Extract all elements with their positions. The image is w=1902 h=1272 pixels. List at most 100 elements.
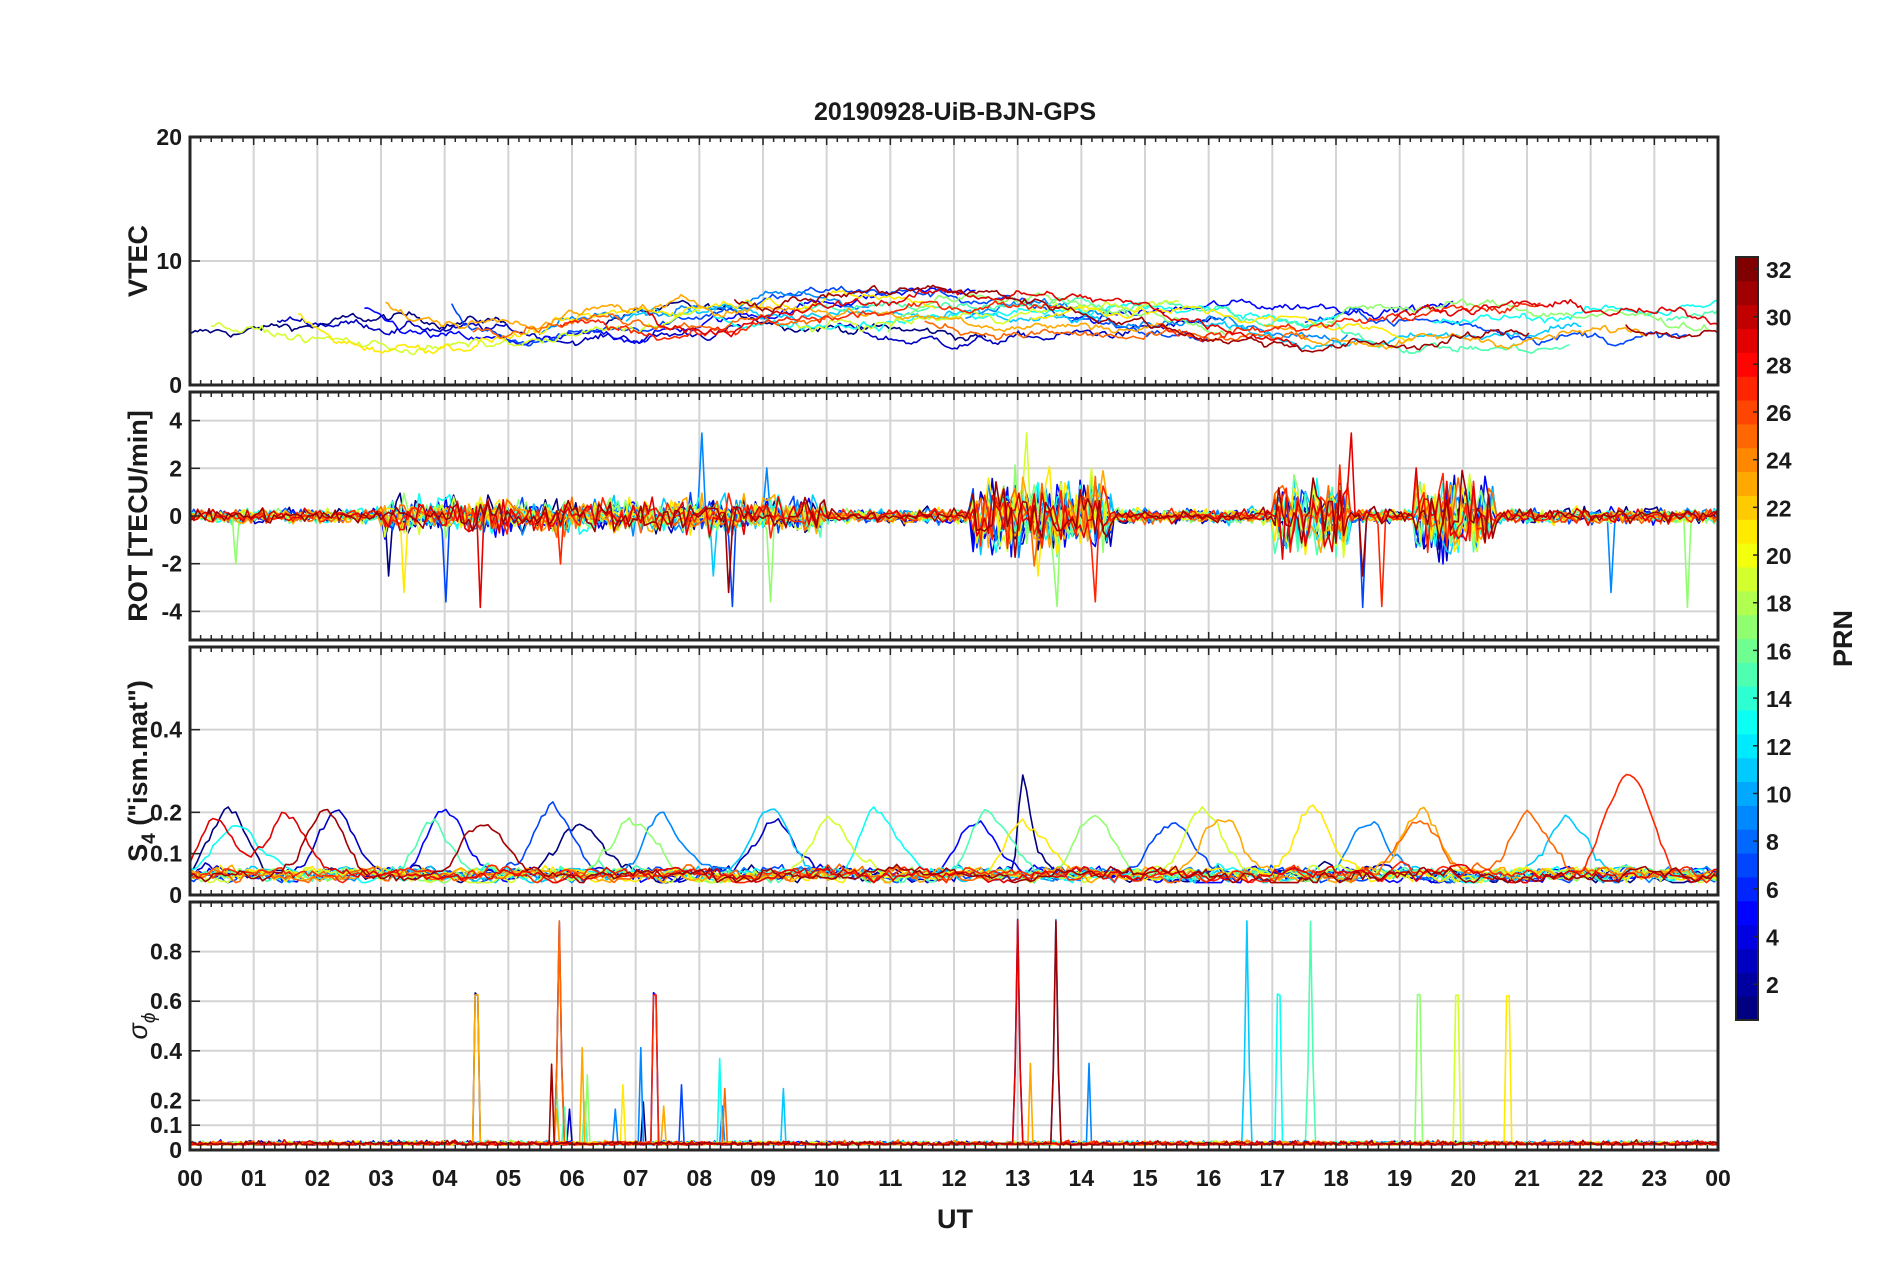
colorbar-step xyxy=(1736,352,1758,377)
x-tick-label: 19 xyxy=(1387,1165,1413,1191)
series-line xyxy=(190,811,1718,884)
series-line xyxy=(1432,299,1718,325)
series-line xyxy=(1158,302,1541,343)
y-tick-label: 0.8 xyxy=(150,939,182,965)
series-line xyxy=(385,293,1168,334)
x-tick-labels: 00 01 02 03 04 05 06 07 08 09 10 11 12 13 14 15 16 17 18 19… xyxy=(177,1165,1731,1191)
y-axis-label-sub: ϕ xyxy=(139,1013,160,1024)
series-traces xyxy=(190,432,1718,609)
series-line xyxy=(190,475,1718,567)
y-tick-label: 0.4 xyxy=(150,717,182,743)
colorbar-step xyxy=(1736,733,1758,759)
series-line xyxy=(298,289,936,355)
colorbar-tick-label: 32 xyxy=(1766,257,1792,283)
series-line xyxy=(210,309,701,356)
x-tick-label: 17 xyxy=(1260,1165,1286,1191)
colorbar-step xyxy=(1736,495,1758,520)
colorbar-step xyxy=(1736,614,1758,639)
colorbar-step xyxy=(1736,519,1758,544)
series-line xyxy=(190,808,1718,884)
x-tick-label: 09 xyxy=(750,1165,776,1191)
panel-1: 0 10 20 VTEC xyxy=(123,124,1720,398)
chart-title: 20190928-UiB-BJN-GPS xyxy=(814,98,1096,126)
colorbar-step xyxy=(1736,423,1758,449)
y-tick-label: 0 xyxy=(169,372,182,398)
series-line xyxy=(887,292,1232,335)
series-line xyxy=(1391,298,1718,326)
x-tick-label: 20 xyxy=(1451,1165,1477,1191)
series-line xyxy=(1625,324,1718,340)
x-ticks xyxy=(199,137,1709,385)
colorbar-step xyxy=(1736,686,1758,711)
colorbar-step xyxy=(1736,471,1758,496)
x-axis-label: UT xyxy=(937,1204,973,1234)
y-axis-label-rest: ("ism.mat") xyxy=(123,680,153,833)
colorbar-tick-label: 28 xyxy=(1766,352,1792,378)
colorbar-tick-label: 26 xyxy=(1766,400,1792,426)
colorbar-tick-label: 6 xyxy=(1766,877,1779,903)
x-ticks xyxy=(199,902,1709,1150)
x-tick-label: 22 xyxy=(1578,1165,1604,1191)
series-line xyxy=(733,284,1530,353)
series-line xyxy=(603,299,987,342)
colorbar-step xyxy=(1736,996,1758,1021)
colorbar-step xyxy=(1736,400,1758,425)
grid xyxy=(190,647,1718,895)
colorbar-tick-label: 18 xyxy=(1766,591,1792,617)
colorbar-step xyxy=(1736,829,1758,854)
colorbar-step xyxy=(1736,924,1758,949)
y-tick-label: 0.1 xyxy=(150,1112,182,1138)
series-line xyxy=(924,320,1308,342)
colorbar-step xyxy=(1736,972,1758,997)
panel-3: 00.10.20.4S4 ("ism.mat") xyxy=(123,645,1720,908)
y-axis-label-sub: 4 xyxy=(139,833,160,844)
x-tick-label: 10 xyxy=(814,1165,840,1191)
colorbar-tick-label: 30 xyxy=(1766,305,1792,331)
y-tick-label: 0 xyxy=(169,503,182,529)
x-tick-label: 04 xyxy=(432,1165,458,1191)
colorbar-frame xyxy=(1735,256,1759,1021)
colorbar-step xyxy=(1736,328,1758,353)
y-tick-label: -4 xyxy=(162,598,183,624)
colorbar-tick-label: 12 xyxy=(1766,734,1792,760)
colorbar-step xyxy=(1736,757,1758,783)
y-axis-label: ROT [TECU/min] xyxy=(123,410,153,621)
series-line xyxy=(1326,298,1710,332)
x-tick-label: 01 xyxy=(241,1165,267,1191)
colorbar-step xyxy=(1736,376,1758,401)
x-tick-label: 15 xyxy=(1132,1165,1158,1191)
colorbar-tick-label: 14 xyxy=(1766,686,1792,712)
x-ticks xyxy=(199,392,1709,640)
series-line xyxy=(190,806,1718,884)
series-line xyxy=(190,432,1718,609)
series-line xyxy=(190,773,1718,884)
series-line xyxy=(276,316,742,347)
colorbar-step xyxy=(1736,781,1758,806)
y-tick-label: 0.2 xyxy=(150,1087,182,1113)
y-tick-label: 0.6 xyxy=(150,988,182,1014)
colorbar-tick-label: 16 xyxy=(1766,638,1792,664)
colorbar-step xyxy=(1736,805,1758,830)
series-line xyxy=(1665,309,1718,322)
panel-4: 00.10.2 0.4 0.6 0.8 σϕ xyxy=(123,900,1720,1163)
colorbar-step xyxy=(1736,853,1758,878)
y-tick-label: -2 xyxy=(162,551,182,577)
colorbar-step xyxy=(1736,876,1758,902)
y-axis-label: σϕ xyxy=(123,1013,160,1040)
x-tick-label: 03 xyxy=(368,1165,394,1191)
colorbar-step xyxy=(1736,900,1758,926)
x-tick-label: 08 xyxy=(687,1165,713,1191)
y-axis-label-main: S xyxy=(123,844,153,862)
y-tick-label: 2 xyxy=(169,455,182,481)
series-traces xyxy=(190,284,1718,356)
colorbar-step xyxy=(1736,948,1758,973)
series-line xyxy=(796,299,1179,333)
y-tick-label: 0 xyxy=(169,1137,182,1163)
series-line xyxy=(646,287,1297,346)
series-line xyxy=(190,469,1718,594)
colorbar-tick-label: 22 xyxy=(1766,495,1792,521)
panel-2: -4 -2 0 2 4 ROT [TECU/min] xyxy=(123,390,1720,642)
series-line xyxy=(559,300,1063,341)
